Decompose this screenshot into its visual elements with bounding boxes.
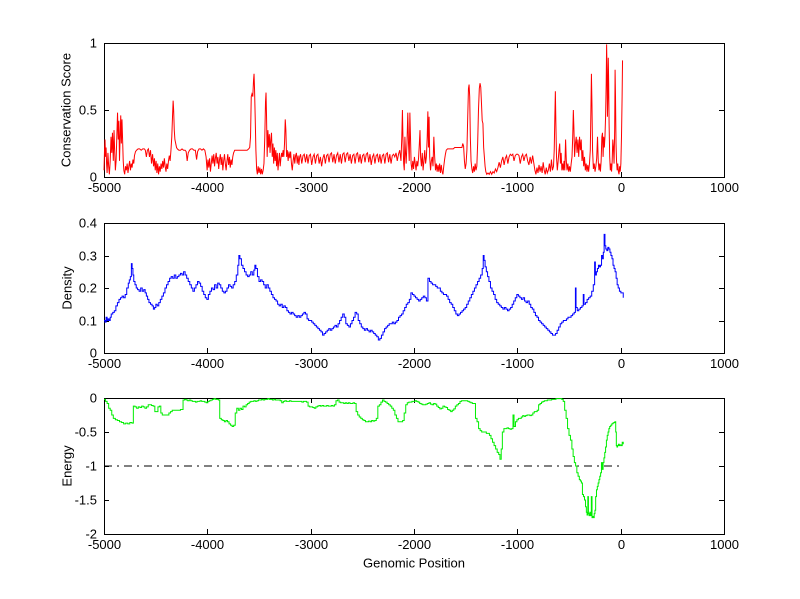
y-tick-label: -1.5: [75, 493, 97, 508]
y-tick-label: -0.5: [75, 425, 97, 440]
x-tick-label: -5000: [88, 356, 121, 371]
x-tick-label: -5000: [88, 537, 121, 552]
y-tick-label: 0.5: [79, 103, 97, 118]
y-tick-label: 1: [90, 36, 97, 51]
y-tick-label: -1: [85, 459, 97, 474]
x-tick-label: -2000: [398, 356, 431, 371]
y-tick-label: 0: [90, 170, 97, 185]
ylabel-conservation-score: Conservation Score: [58, 52, 74, 168]
energy-series-line: [104, 398, 624, 519]
x-tick-label: -3000: [295, 180, 328, 195]
y-tick-label: 0.2: [79, 281, 97, 296]
x-tick-label: 0: [618, 356, 625, 371]
subplot-density: -5000 -4000 -3000 -2000 -1000 0 1000 0 0.1 0.2 0.3…: [79, 216, 739, 372]
xlabel-genomic-position: Genomic Position: [363, 555, 465, 571]
y-tick-label: 0.1: [79, 314, 97, 329]
x-tick-label: -1000: [501, 180, 534, 195]
x-tick-label: -5000: [88, 180, 121, 195]
ylabel-density: Density: [59, 266, 75, 310]
axes-box: [104, 223, 725, 354]
subplot-energy: -5000 -4000 -3000 -2000 -1000 0 1000 0 -0.5 -1 -1.…: [75, 391, 739, 553]
x-tick-label: -2000: [398, 180, 431, 195]
y-tick-label: 0: [90, 391, 97, 406]
x-tick-label: -1000: [501, 537, 534, 552]
y-tick-label: -2: [85, 527, 97, 542]
density-series-line: [104, 233, 624, 341]
x-tick-label: 1000: [710, 537, 739, 552]
subplot-conservation-score: -5000 -4000 -3000 -2000 -1000 0 1000 0 0.5 1: [79, 36, 739, 196]
y-tick-label: 0: [90, 346, 97, 361]
ylabel-energy: Energy: [59, 445, 75, 487]
x-tick-label: 1000: [710, 180, 739, 195]
x-tick-label: -3000: [295, 356, 328, 371]
y-tick-label: 0.4: [79, 216, 97, 231]
x-tick-label: 1000: [710, 356, 739, 371]
conservation-score-series-line: [103, 44, 624, 176]
x-tick-label: 0: [618, 537, 625, 552]
y-tick-label: 0.3: [79, 249, 97, 264]
x-tick-label: -3000: [295, 537, 328, 552]
x-tick-label: -4000: [191, 356, 224, 371]
x-tick-label: -2000: [398, 537, 431, 552]
x-tick-label: -1000: [501, 356, 534, 371]
x-tick-label: 0: [618, 180, 625, 195]
x-tick-label: -4000: [191, 180, 224, 195]
x-tick-label: -4000: [191, 537, 224, 552]
